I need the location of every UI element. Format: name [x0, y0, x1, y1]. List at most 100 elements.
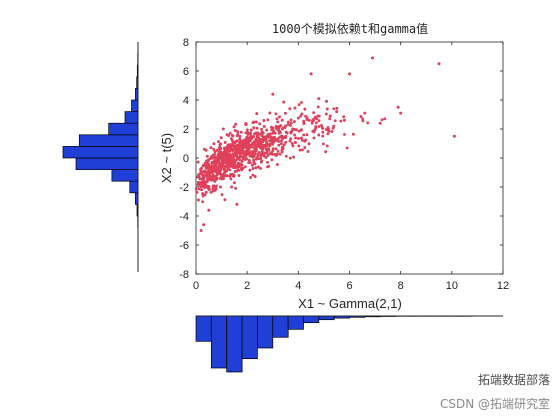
scatter-point	[298, 148, 302, 152]
scatter-point	[363, 111, 367, 115]
scatter-point	[286, 123, 290, 126]
scatter-point	[217, 158, 221, 162]
scatter-point	[248, 168, 252, 172]
scatter-point	[256, 153, 260, 157]
scatter-point	[250, 163, 254, 167]
scatter-point	[302, 133, 306, 137]
scatter-point	[326, 132, 330, 136]
scatter-point	[217, 152, 221, 155]
scatter-point	[210, 154, 214, 158]
scatter-point	[238, 134, 242, 138]
y-histogram-bar	[111, 169, 139, 182]
scatter-point	[279, 139, 283, 143]
scatter-point	[207, 208, 211, 212]
scatter-point	[250, 153, 254, 157]
scatter-point	[271, 152, 275, 156]
scatter-point	[231, 156, 235, 159]
scatter-point	[266, 160, 269, 164]
y-tick-label: 2	[183, 124, 189, 136]
scatter-point	[232, 125, 236, 129]
scatter-point	[265, 140, 268, 143]
scatter-point	[201, 164, 205, 168]
chart-title: 1000个模拟依赖t和gamma值	[272, 21, 428, 36]
scatter-point	[296, 116, 300, 120]
y-histogram-bar	[78, 134, 139, 147]
scatter-point	[335, 106, 339, 110]
scatter-point	[266, 118, 270, 122]
scatter-point	[317, 97, 321, 101]
scatter-point	[271, 131, 275, 135]
scatter-point	[275, 152, 279, 156]
scatter-point	[310, 121, 314, 125]
y-axis-ticks: -8 -6 -4 -2 0 2 4 6 8	[179, 37, 503, 281]
scatter-point	[343, 132, 346, 136]
scatter-point	[214, 186, 218, 190]
scatter-point	[194, 187, 198, 191]
scatter-point	[299, 128, 303, 132]
y-tick-label: 6	[183, 66, 189, 78]
scatter-point	[216, 166, 220, 170]
scatter-point	[223, 148, 227, 152]
scatter-point	[300, 138, 304, 142]
scatter-point	[235, 139, 239, 143]
scatter-point	[278, 115, 281, 119]
scatter-point	[268, 152, 272, 156]
scatter-point	[210, 177, 213, 181]
scatter-point	[256, 139, 260, 143]
scatter-point	[212, 184, 216, 188]
scatter-point	[312, 136, 316, 140]
scatter-point	[225, 169, 228, 173]
scatter-point	[202, 176, 206, 180]
x-histogram-bar	[287, 315, 304, 330]
scatter-point	[204, 166, 208, 170]
scatter-point	[276, 137, 280, 141]
scatter-point	[233, 141, 237, 145]
scatter-point	[332, 107, 336, 111]
scatter-point	[201, 170, 205, 174]
scatter-point	[383, 117, 387, 121]
scatter-point	[199, 229, 203, 232]
scatter-point	[196, 160, 200, 164]
scatter-point	[252, 158, 256, 162]
scatter-point	[209, 190, 213, 194]
scatter-point	[316, 114, 320, 118]
scatter-point	[236, 151, 240, 155]
x-tick-label: 10	[446, 280, 458, 292]
scatter-point	[312, 111, 316, 115]
scatter-point	[275, 127, 279, 131]
scatter-point	[262, 125, 266, 128]
scatter-point	[228, 168, 232, 172]
scatter-point	[221, 177, 225, 181]
scatter-point	[246, 142, 250, 146]
scatter-point	[321, 130, 325, 134]
scatter-point	[246, 149, 250, 153]
y-tick-label: -8	[179, 269, 189, 281]
scatter-point	[231, 174, 235, 178]
scatter-point	[196, 175, 200, 179]
scatter-point	[333, 119, 337, 123]
scatter-point	[262, 144, 266, 148]
scatter-point	[271, 92, 275, 96]
scatter-point	[232, 148, 236, 152]
scatter-point	[324, 112, 328, 116]
scatter-point	[284, 140, 288, 144]
scatter-point	[225, 152, 228, 156]
scatter-point	[302, 120, 306, 124]
scatter-point	[204, 185, 208, 189]
scatter-point	[378, 121, 382, 125]
scatter-point	[253, 144, 257, 148]
scatter-point	[207, 188, 211, 191]
scatter-point	[328, 114, 332, 118]
scatter-point	[201, 200, 205, 204]
scatter-point	[270, 136, 274, 140]
scatter-point	[321, 142, 325, 146]
scatter-point	[251, 135, 255, 139]
scatter-point	[314, 125, 318, 129]
y-histogram-bar	[75, 157, 139, 170]
scatter-point	[266, 165, 270, 169]
scatter-point	[245, 128, 249, 132]
scatter-point	[240, 140, 244, 144]
scatter-point	[312, 130, 316, 134]
scatter-point	[240, 163, 244, 167]
scatter-point	[218, 176, 222, 180]
